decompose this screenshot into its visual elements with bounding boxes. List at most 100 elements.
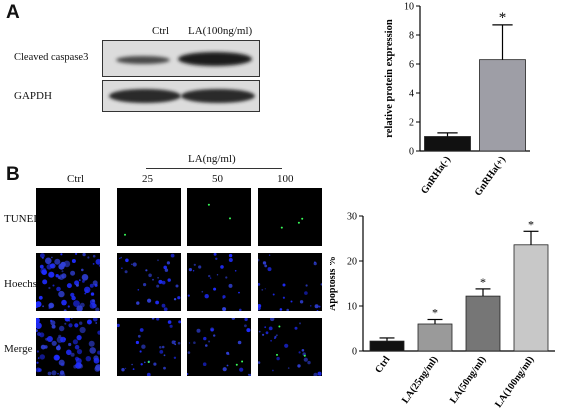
nucleus xyxy=(139,328,144,332)
nucleus xyxy=(205,344,208,347)
nucleus xyxy=(36,301,42,308)
nucleus xyxy=(268,254,271,256)
nucleus xyxy=(163,265,167,270)
nucleus xyxy=(279,308,283,311)
nucleus xyxy=(74,344,80,350)
nucleus xyxy=(95,364,100,371)
nucleus xyxy=(187,373,189,375)
nucleus xyxy=(208,340,211,343)
nucleus xyxy=(274,337,276,339)
apoptotic-cell xyxy=(297,221,300,224)
nucleus xyxy=(213,253,217,256)
nucleus xyxy=(272,293,275,296)
blot-band xyxy=(178,52,252,66)
nucleus xyxy=(74,356,80,361)
nucleus xyxy=(318,305,321,308)
micrograph xyxy=(117,253,181,311)
nucleus xyxy=(151,318,155,320)
nucleus xyxy=(92,299,95,303)
nucleus xyxy=(264,288,266,290)
nucleus xyxy=(137,334,141,338)
nucleus xyxy=(89,283,94,288)
micrograph xyxy=(258,318,322,376)
nucleus xyxy=(86,319,92,325)
nucleus xyxy=(187,351,191,354)
nucleus xyxy=(135,340,139,345)
nucleus xyxy=(157,276,159,279)
nucleus xyxy=(93,357,100,364)
nucleus xyxy=(145,269,148,272)
nucleus xyxy=(82,253,86,257)
nucleus xyxy=(166,261,170,265)
nucleus xyxy=(36,329,38,332)
panel-letter-a: A xyxy=(6,2,20,23)
nucleus xyxy=(57,372,59,375)
nucleus xyxy=(54,258,61,265)
nucleus xyxy=(51,324,56,329)
micrograph-image xyxy=(207,203,231,220)
nucleus xyxy=(146,372,151,376)
nucleus xyxy=(121,368,125,372)
nucleus xyxy=(239,367,244,372)
nucleus xyxy=(209,277,212,279)
nucleus xyxy=(244,318,248,322)
nucleus xyxy=(56,345,61,351)
nucleus xyxy=(52,284,55,287)
group-label-line xyxy=(146,168,282,169)
nucleus xyxy=(313,262,317,266)
micro-row-label-merge: Merge xyxy=(4,343,33,355)
nucleus xyxy=(237,340,242,345)
nucleus xyxy=(87,256,90,259)
y-axis-label: Apoptosis % xyxy=(330,256,338,311)
nucleus xyxy=(282,296,285,299)
nucleus xyxy=(50,320,56,326)
nucleus xyxy=(159,350,164,354)
nucleus xyxy=(98,264,100,267)
nucleus xyxy=(117,323,120,328)
nucleus xyxy=(216,274,219,276)
nucleus xyxy=(170,253,175,258)
nucleus xyxy=(67,305,70,308)
nucleus xyxy=(95,322,98,324)
nucleus xyxy=(188,342,191,344)
panel-letter-b: B xyxy=(6,164,20,185)
apoptotic-cell xyxy=(278,325,281,328)
nucleus xyxy=(222,295,226,299)
apoptotic-cell xyxy=(124,233,126,236)
significance-marker: * xyxy=(432,306,438,320)
nucleus xyxy=(155,300,159,305)
nucleus xyxy=(92,254,96,258)
nucleus xyxy=(36,361,39,364)
significance-marker: * xyxy=(499,10,507,26)
x-tick-label: LA(100ng/ml) xyxy=(493,354,536,409)
micrograph-image xyxy=(258,318,322,376)
blot-band xyxy=(116,56,170,64)
nucleus xyxy=(193,341,196,344)
nucleus xyxy=(81,274,89,281)
micrograph xyxy=(258,253,322,311)
nucleus xyxy=(49,263,55,269)
nucleus xyxy=(66,349,72,356)
nucleus xyxy=(258,258,260,262)
apoptotic-cell xyxy=(280,226,283,229)
micrograph xyxy=(36,318,100,376)
nucleus xyxy=(59,325,65,332)
nucleus xyxy=(234,270,237,272)
nucleus xyxy=(95,258,100,265)
nucleus xyxy=(36,350,39,353)
nucleus xyxy=(307,360,311,365)
micrograph-image xyxy=(36,253,100,311)
micro-row-label-tunel: TUNEL xyxy=(4,213,41,225)
nucleus xyxy=(276,356,280,361)
micrograph xyxy=(117,188,181,246)
nucleus xyxy=(177,296,181,300)
nucleus xyxy=(55,274,59,278)
micrograph xyxy=(187,253,251,311)
y-tick-label: 8 xyxy=(409,31,414,42)
nucleus xyxy=(48,302,55,309)
nucleus xyxy=(84,289,89,294)
nucleus xyxy=(159,346,162,349)
micrograph-image xyxy=(117,318,181,376)
nucleus xyxy=(222,297,224,299)
nucleus xyxy=(125,367,127,369)
